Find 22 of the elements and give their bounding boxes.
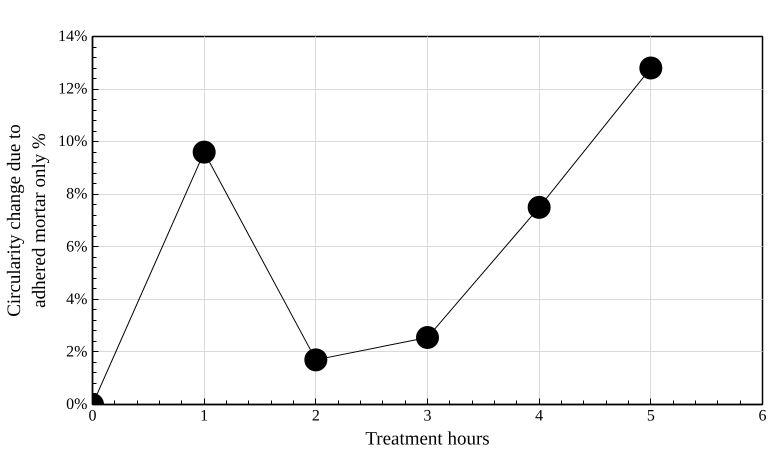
x-tick-label: 2 — [312, 408, 320, 424]
y-tick-label: 8% — [66, 186, 88, 203]
y-tick-label: 10% — [58, 133, 88, 150]
x-tick-label: 3 — [424, 408, 432, 424]
point — [416, 326, 439, 349]
x-tick-label: 5 — [646, 408, 655, 424]
point — [528, 196, 551, 219]
x-tick-label: 0 — [88, 408, 96, 424]
y-tick-label: 6% — [66, 238, 88, 256]
x-tick-label: 6 — [758, 408, 766, 424]
y-tick-label: 14% — [58, 28, 88, 45]
y-tick-label: 12% — [58, 80, 88, 98]
x-tick-label: 1 — [200, 408, 208, 424]
x-tick-label: 4 — [535, 408, 544, 424]
x-axis-title: Treatment hours — [365, 428, 490, 450]
y-tick-label: 4% — [66, 290, 88, 308]
point — [639, 56, 662, 80]
point — [304, 348, 328, 372]
y-axis-title: Circularity change due to adhered mortar only % — [4, 124, 50, 317]
y-tick-label: 0% — [66, 396, 88, 413]
y-tick-label: 2% — [66, 343, 88, 360]
point — [192, 140, 216, 164]
